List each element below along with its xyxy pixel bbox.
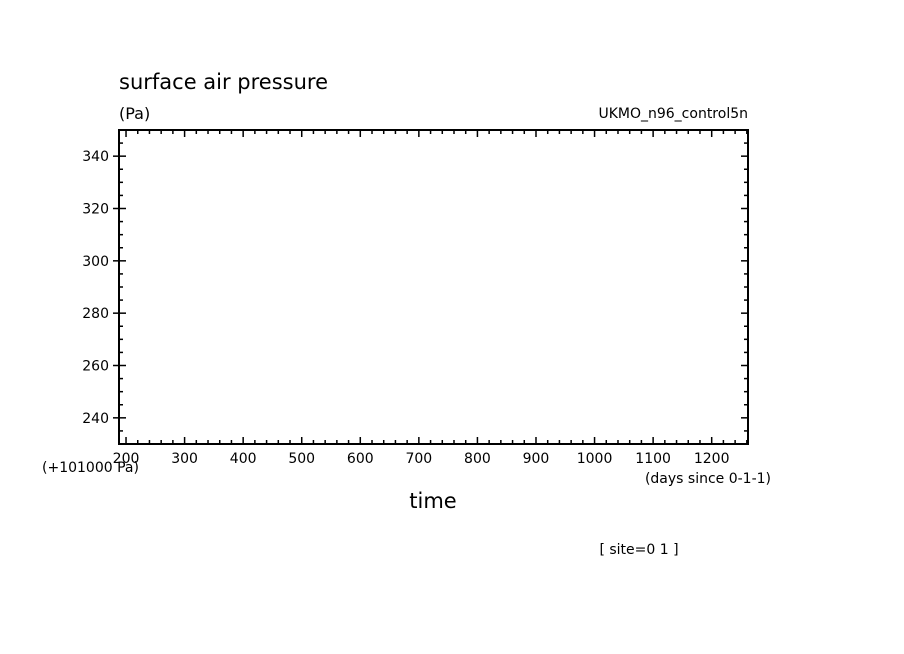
- x-units-label: (days since 0-1-1): [645, 471, 771, 487]
- model-label: UKMO_n96_control5n: [598, 106, 748, 122]
- x-tick-label: 700: [405, 451, 432, 467]
- y-tick-label: 320: [82, 202, 109, 218]
- x-tick-label: 900: [523, 451, 550, 467]
- x-tick-label: 1200: [694, 451, 730, 467]
- y-tick-label: 300: [82, 254, 109, 270]
- x-tick-label: 500: [288, 451, 315, 467]
- y-tick-label: 260: [82, 359, 109, 375]
- x-tick-label: 800: [464, 451, 491, 467]
- plot-frame: [118, 129, 749, 445]
- y-offset-label: (+101000 Pa): [42, 460, 139, 476]
- x-axis: 200 300 400 500 600 700 800 900 1000 1100 1200: [113, 130, 748, 467]
- x-tick-label: 200: [113, 451, 140, 467]
- x-tick-label: 1000: [577, 451, 613, 467]
- y-tick-label: 340: [82, 149, 109, 165]
- x-tick-label: 400: [230, 451, 257, 467]
- y-axis: 240 260 280 300 320 340: [82, 129, 748, 445]
- chart-title: surface air pressure: [119, 70, 328, 94]
- y-tick-label: 240: [82, 411, 109, 427]
- y-tick-label: 280: [82, 306, 109, 322]
- x-tick-label: 300: [171, 451, 198, 467]
- y-units-label: (Pa): [119, 104, 150, 123]
- footnote: [ site=0 1 ]: [599, 542, 678, 558]
- x-tick-label: 600: [347, 451, 374, 467]
- x-axis-label: time: [409, 489, 456, 513]
- x-tick-label: 1100: [635, 451, 671, 467]
